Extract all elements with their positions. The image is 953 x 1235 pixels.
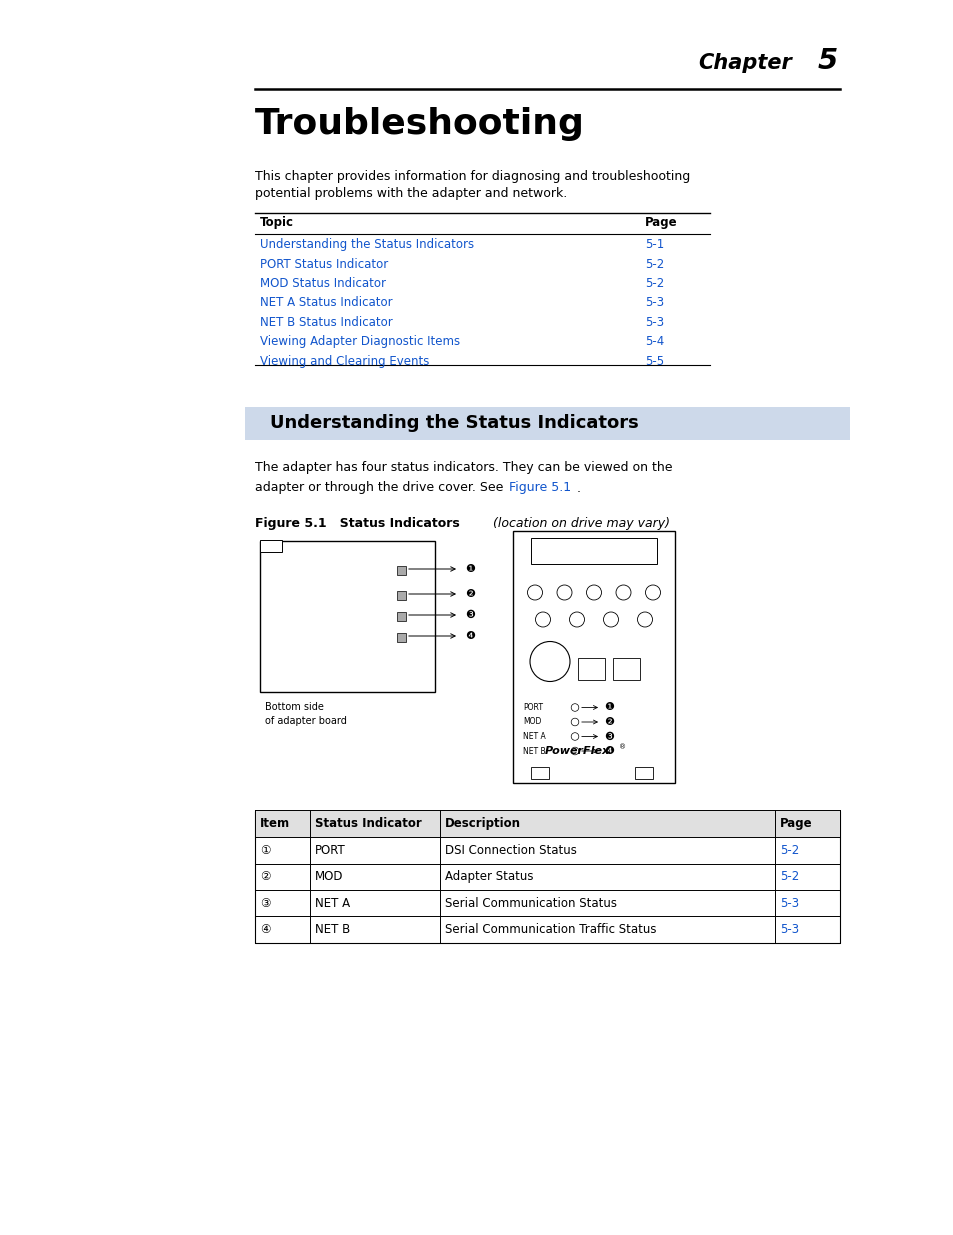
Text: NET B Status Indicator: NET B Status Indicator — [260, 316, 393, 329]
Bar — [396, 613, 406, 621]
Text: NET A: NET A — [314, 897, 350, 910]
Text: 5-2: 5-2 — [644, 258, 663, 270]
Text: ❷: ❷ — [464, 589, 475, 599]
Text: ④: ④ — [260, 924, 271, 936]
Circle shape — [569, 613, 584, 627]
Text: MOD: MOD — [522, 718, 540, 726]
Bar — [260, 541, 435, 693]
Bar — [396, 566, 406, 576]
Circle shape — [557, 585, 572, 600]
Bar — [254, 810, 840, 944]
Circle shape — [603, 613, 618, 627]
Text: Page: Page — [644, 216, 677, 228]
Circle shape — [586, 585, 601, 600]
Circle shape — [571, 719, 578, 726]
Text: ③: ③ — [260, 897, 271, 910]
Bar — [513, 531, 675, 783]
Bar — [245, 406, 849, 440]
Bar — [396, 592, 406, 600]
Text: ❹: ❹ — [603, 746, 614, 756]
Text: NET A: NET A — [522, 732, 545, 741]
Text: MOD Status Indicator: MOD Status Indicator — [260, 277, 386, 290]
Bar — [260, 541, 282, 552]
Bar — [396, 634, 406, 642]
Text: 5-3: 5-3 — [780, 897, 799, 910]
Text: NET A Status Indicator: NET A Status Indicator — [260, 296, 393, 310]
Text: MOD: MOD — [314, 871, 343, 883]
Bar — [531, 767, 548, 778]
Bar — [613, 658, 639, 680]
Text: 5-4: 5-4 — [644, 336, 663, 348]
Text: Understanding the Status Indicators: Understanding the Status Indicators — [270, 414, 639, 432]
Circle shape — [527, 585, 542, 600]
Text: ❸: ❸ — [603, 731, 614, 741]
Bar — [578, 658, 604, 680]
Text: 5-3: 5-3 — [780, 924, 799, 936]
Text: Figure 5.1: Figure 5.1 — [509, 482, 571, 494]
Text: This chapter provides information for diagnosing and troubleshooting: This chapter provides information for di… — [254, 170, 690, 183]
Text: Troubleshooting: Troubleshooting — [254, 107, 584, 141]
Text: ②: ② — [260, 871, 271, 883]
Bar — [254, 810, 840, 837]
Bar — [635, 767, 652, 778]
Text: Adapter Status: Adapter Status — [444, 871, 533, 883]
Text: ❹: ❹ — [464, 631, 475, 641]
Text: 5-5: 5-5 — [644, 354, 663, 368]
Text: PORT: PORT — [314, 844, 345, 857]
Text: 5: 5 — [817, 47, 837, 75]
Circle shape — [637, 613, 652, 627]
Text: Topic: Topic — [260, 216, 294, 228]
Bar — [531, 538, 657, 564]
Circle shape — [530, 641, 569, 682]
Text: PowerFlex: PowerFlex — [544, 746, 610, 756]
Text: of adapter board: of adapter board — [265, 716, 347, 726]
Text: Status Indicator: Status Indicator — [314, 818, 421, 830]
Text: Page: Page — [780, 818, 812, 830]
Text: Bottom side: Bottom side — [265, 703, 323, 713]
Circle shape — [616, 585, 630, 600]
Text: Viewing and Clearing Events: Viewing and Clearing Events — [260, 354, 429, 368]
Text: (location on drive may vary): (location on drive may vary) — [493, 517, 669, 531]
Text: The adapter has four status indicators. They can be viewed on the: The adapter has four status indicators. … — [254, 462, 672, 474]
Circle shape — [571, 704, 578, 711]
Text: 5-2: 5-2 — [780, 844, 799, 857]
Text: ❶: ❶ — [464, 564, 475, 574]
Text: PORT: PORT — [522, 703, 542, 713]
Text: 5-1: 5-1 — [644, 238, 663, 251]
Circle shape — [535, 613, 550, 627]
Text: ①: ① — [260, 844, 271, 857]
Circle shape — [571, 747, 578, 755]
Text: Figure 5.1   Status Indicators: Figure 5.1 Status Indicators — [254, 517, 464, 531]
Text: Chapter: Chapter — [698, 53, 791, 73]
Text: ❷: ❷ — [603, 718, 614, 727]
Text: PORT Status Indicator: PORT Status Indicator — [260, 258, 388, 270]
Text: Item: Item — [260, 818, 290, 830]
Text: .: . — [577, 482, 580, 494]
Text: 5-3: 5-3 — [644, 296, 663, 310]
Text: 5-2: 5-2 — [644, 277, 663, 290]
Text: adapter or through the drive cover. See: adapter or through the drive cover. See — [254, 482, 507, 494]
Text: Serial Communication Traffic Status: Serial Communication Traffic Status — [444, 924, 656, 936]
Text: Understanding the Status Indicators: Understanding the Status Indicators — [260, 238, 474, 251]
Text: potential problems with the adapter and network.: potential problems with the adapter and … — [254, 186, 567, 200]
Text: NET B: NET B — [522, 746, 545, 756]
Text: ❶: ❶ — [603, 703, 614, 713]
Text: Viewing Adapter Diagnostic Items: Viewing Adapter Diagnostic Items — [260, 336, 459, 348]
Text: 5-3: 5-3 — [644, 316, 663, 329]
Text: ®: ® — [618, 745, 625, 751]
Text: NET B: NET B — [314, 924, 350, 936]
Circle shape — [645, 585, 659, 600]
Text: Description: Description — [444, 818, 520, 830]
Circle shape — [571, 732, 578, 740]
Text: Serial Communication Status: Serial Communication Status — [444, 897, 617, 910]
Text: ❸: ❸ — [464, 610, 475, 620]
Text: DSI Connection Status: DSI Connection Status — [444, 844, 577, 857]
Text: 5-2: 5-2 — [780, 871, 799, 883]
